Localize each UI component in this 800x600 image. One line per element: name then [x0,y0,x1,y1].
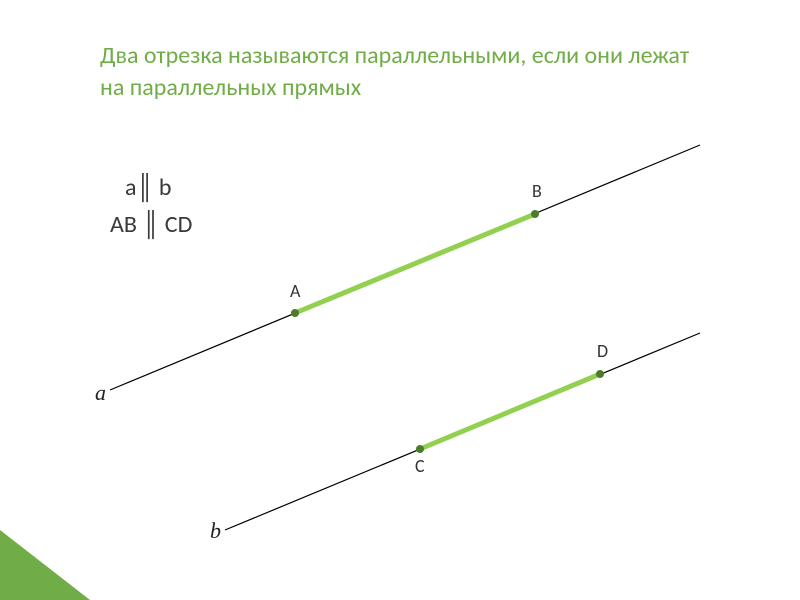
label-point-c: C [415,455,425,477]
label-point-d: D [597,340,608,362]
point-a [291,309,299,317]
parallel-lines-diagram [0,0,800,600]
segment-cd [420,374,600,449]
label-point-b: B [532,180,542,202]
point-d [596,370,604,378]
label-line-b: b [210,518,221,544]
point-b [531,210,539,218]
label-point-a: A [290,280,300,302]
label-line-a: a [95,380,106,406]
point-c [416,445,424,453]
segment-ab [295,214,535,313]
